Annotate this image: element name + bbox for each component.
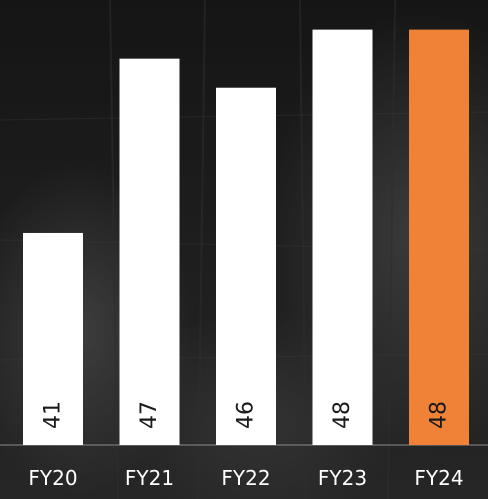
bar-fy20 [23,232,83,445]
x-tick-label-fy22: FY22 [221,466,270,490]
x-tick-label-fy21: FY21 [125,466,174,490]
bar-fy23 [312,29,373,445]
value-label-fy20: 41 [41,401,66,429]
bar-fy22 [216,87,276,445]
bar-fy24 [409,29,469,445]
bar-fy21 [119,58,180,446]
x-tick-label-fy23: FY23 [318,466,367,490]
x-tick-label-fy20: FY20 [28,466,77,490]
value-label-fy24: 48 [427,401,452,429]
x-tick-label-fy24: FY24 [414,466,463,490]
value-label-fy21: 47 [137,401,162,429]
value-label-fy23: 48 [330,401,355,429]
value-label-fy22: 46 [234,401,259,429]
